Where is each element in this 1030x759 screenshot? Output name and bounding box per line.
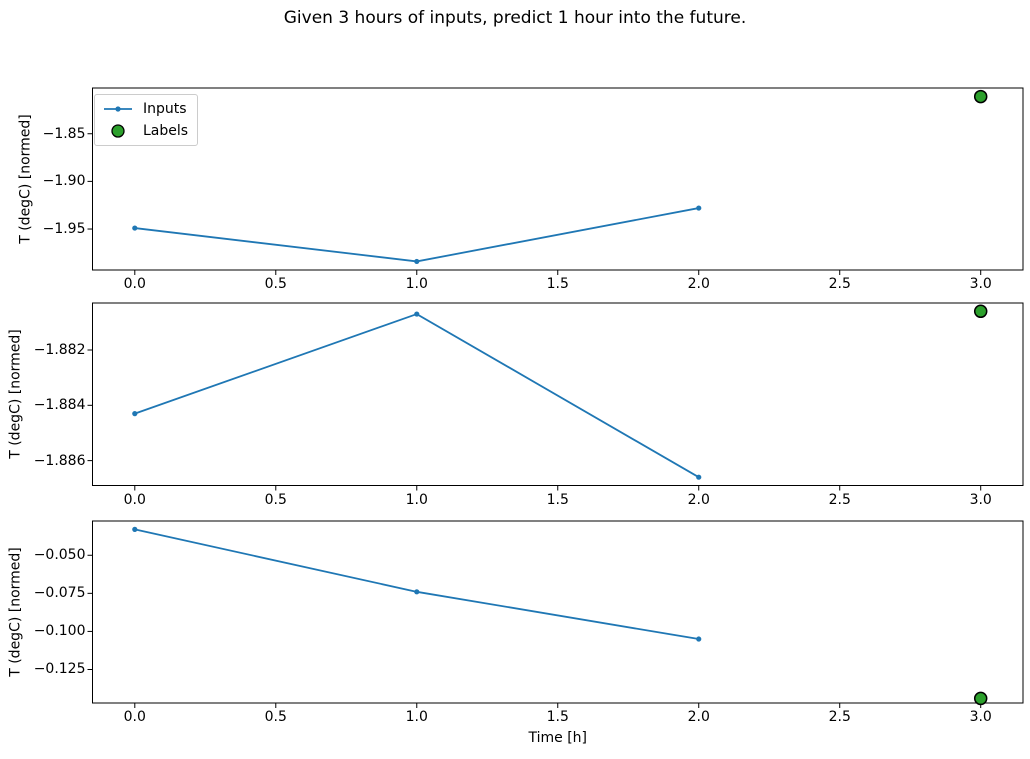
x-tick-label: 0.0 xyxy=(123,709,146,725)
x-tick-label: 1.5 xyxy=(546,276,569,292)
y-axis-label: T (degC) [normed] xyxy=(7,329,24,460)
filled-circle-icon xyxy=(102,123,134,139)
labels-point-marker xyxy=(973,691,988,706)
legend-entry-label: Labels xyxy=(143,123,189,139)
x-tick-label: 1.0 xyxy=(405,491,428,508)
input-point-marker xyxy=(414,258,420,265)
inputs-line xyxy=(133,313,700,479)
x-tick-label: 3.0 xyxy=(969,491,992,508)
x-tick-label: 0.0 xyxy=(123,276,146,292)
x-tick-label: 1.0 xyxy=(405,709,428,725)
x-tick-label: 3.0 xyxy=(969,709,992,725)
y-tick-label: −1.882 xyxy=(33,342,86,358)
x-tick-label: 1.5 xyxy=(546,491,569,508)
x-tick-label: 3.0 xyxy=(969,276,992,292)
x-axis-label: Time [h] xyxy=(528,730,588,746)
y-tick-label: −0.125 xyxy=(33,661,86,678)
x-tick-label: 0.5 xyxy=(264,709,287,725)
y-tick-label: −1.90 xyxy=(42,173,86,190)
x-tick-label: 1.5 xyxy=(546,709,569,725)
input-point-marker xyxy=(132,411,138,417)
labels-point-marker xyxy=(973,304,988,319)
labels-point-marker xyxy=(973,89,988,104)
input-point-marker xyxy=(132,526,138,532)
figure-title: Given 3 hours of inputs, predict 1 hour … xyxy=(283,8,747,28)
y-tick-label: −1.886 xyxy=(33,452,86,469)
input-point-marker xyxy=(414,311,420,317)
axes-frame xyxy=(92,520,1024,704)
x-tick-label: 0.0 xyxy=(123,491,146,508)
x-tick-label: 2.0 xyxy=(687,491,710,508)
axes-frame xyxy=(92,87,1024,271)
line-marker-icon xyxy=(102,101,134,117)
x-tick-label: 1.0 xyxy=(405,276,428,292)
x-tick-label: 2.0 xyxy=(687,276,710,292)
y-tick-label: −1.85 xyxy=(42,125,86,142)
legend: Inputs Labels xyxy=(94,94,199,146)
x-tick-label: 0.5 xyxy=(264,491,287,508)
axes-frame xyxy=(92,302,1024,486)
y-tick-label: −1.95 xyxy=(42,221,86,238)
x-tick-label: 2.5 xyxy=(828,276,851,292)
inputs-line xyxy=(133,528,700,640)
subplot-2 xyxy=(87,302,1024,491)
input-point-marker xyxy=(696,205,702,211)
x-tick-label: 2.5 xyxy=(828,709,851,725)
x-tick-label: 0.5 xyxy=(264,276,287,292)
inputs-line xyxy=(133,207,700,263)
legend-entry-labels: Labels xyxy=(102,121,188,141)
y-tick-label: −0.075 xyxy=(33,585,86,602)
input-point-marker xyxy=(696,474,702,480)
input-point-marker xyxy=(132,225,138,231)
x-tick-label: 2.5 xyxy=(828,491,851,508)
input-point-marker xyxy=(696,636,702,642)
y-tick-label: −1.884 xyxy=(33,397,86,414)
subplot-1 xyxy=(87,87,1024,275)
y-tick-label: −0.050 xyxy=(33,547,86,564)
legend-entry-inputs: Inputs xyxy=(102,99,188,119)
legend-entry-label: Inputs xyxy=(143,101,187,117)
y-axis-label: T (degC) [normed] xyxy=(7,547,24,677)
y-tick-label: −0.100 xyxy=(33,623,86,640)
y-axis-label: T (degC) [normed] xyxy=(17,114,34,244)
x-tick-label: 2.0 xyxy=(687,709,710,725)
input-point-marker xyxy=(414,589,420,595)
subplot-3 xyxy=(87,520,1024,708)
